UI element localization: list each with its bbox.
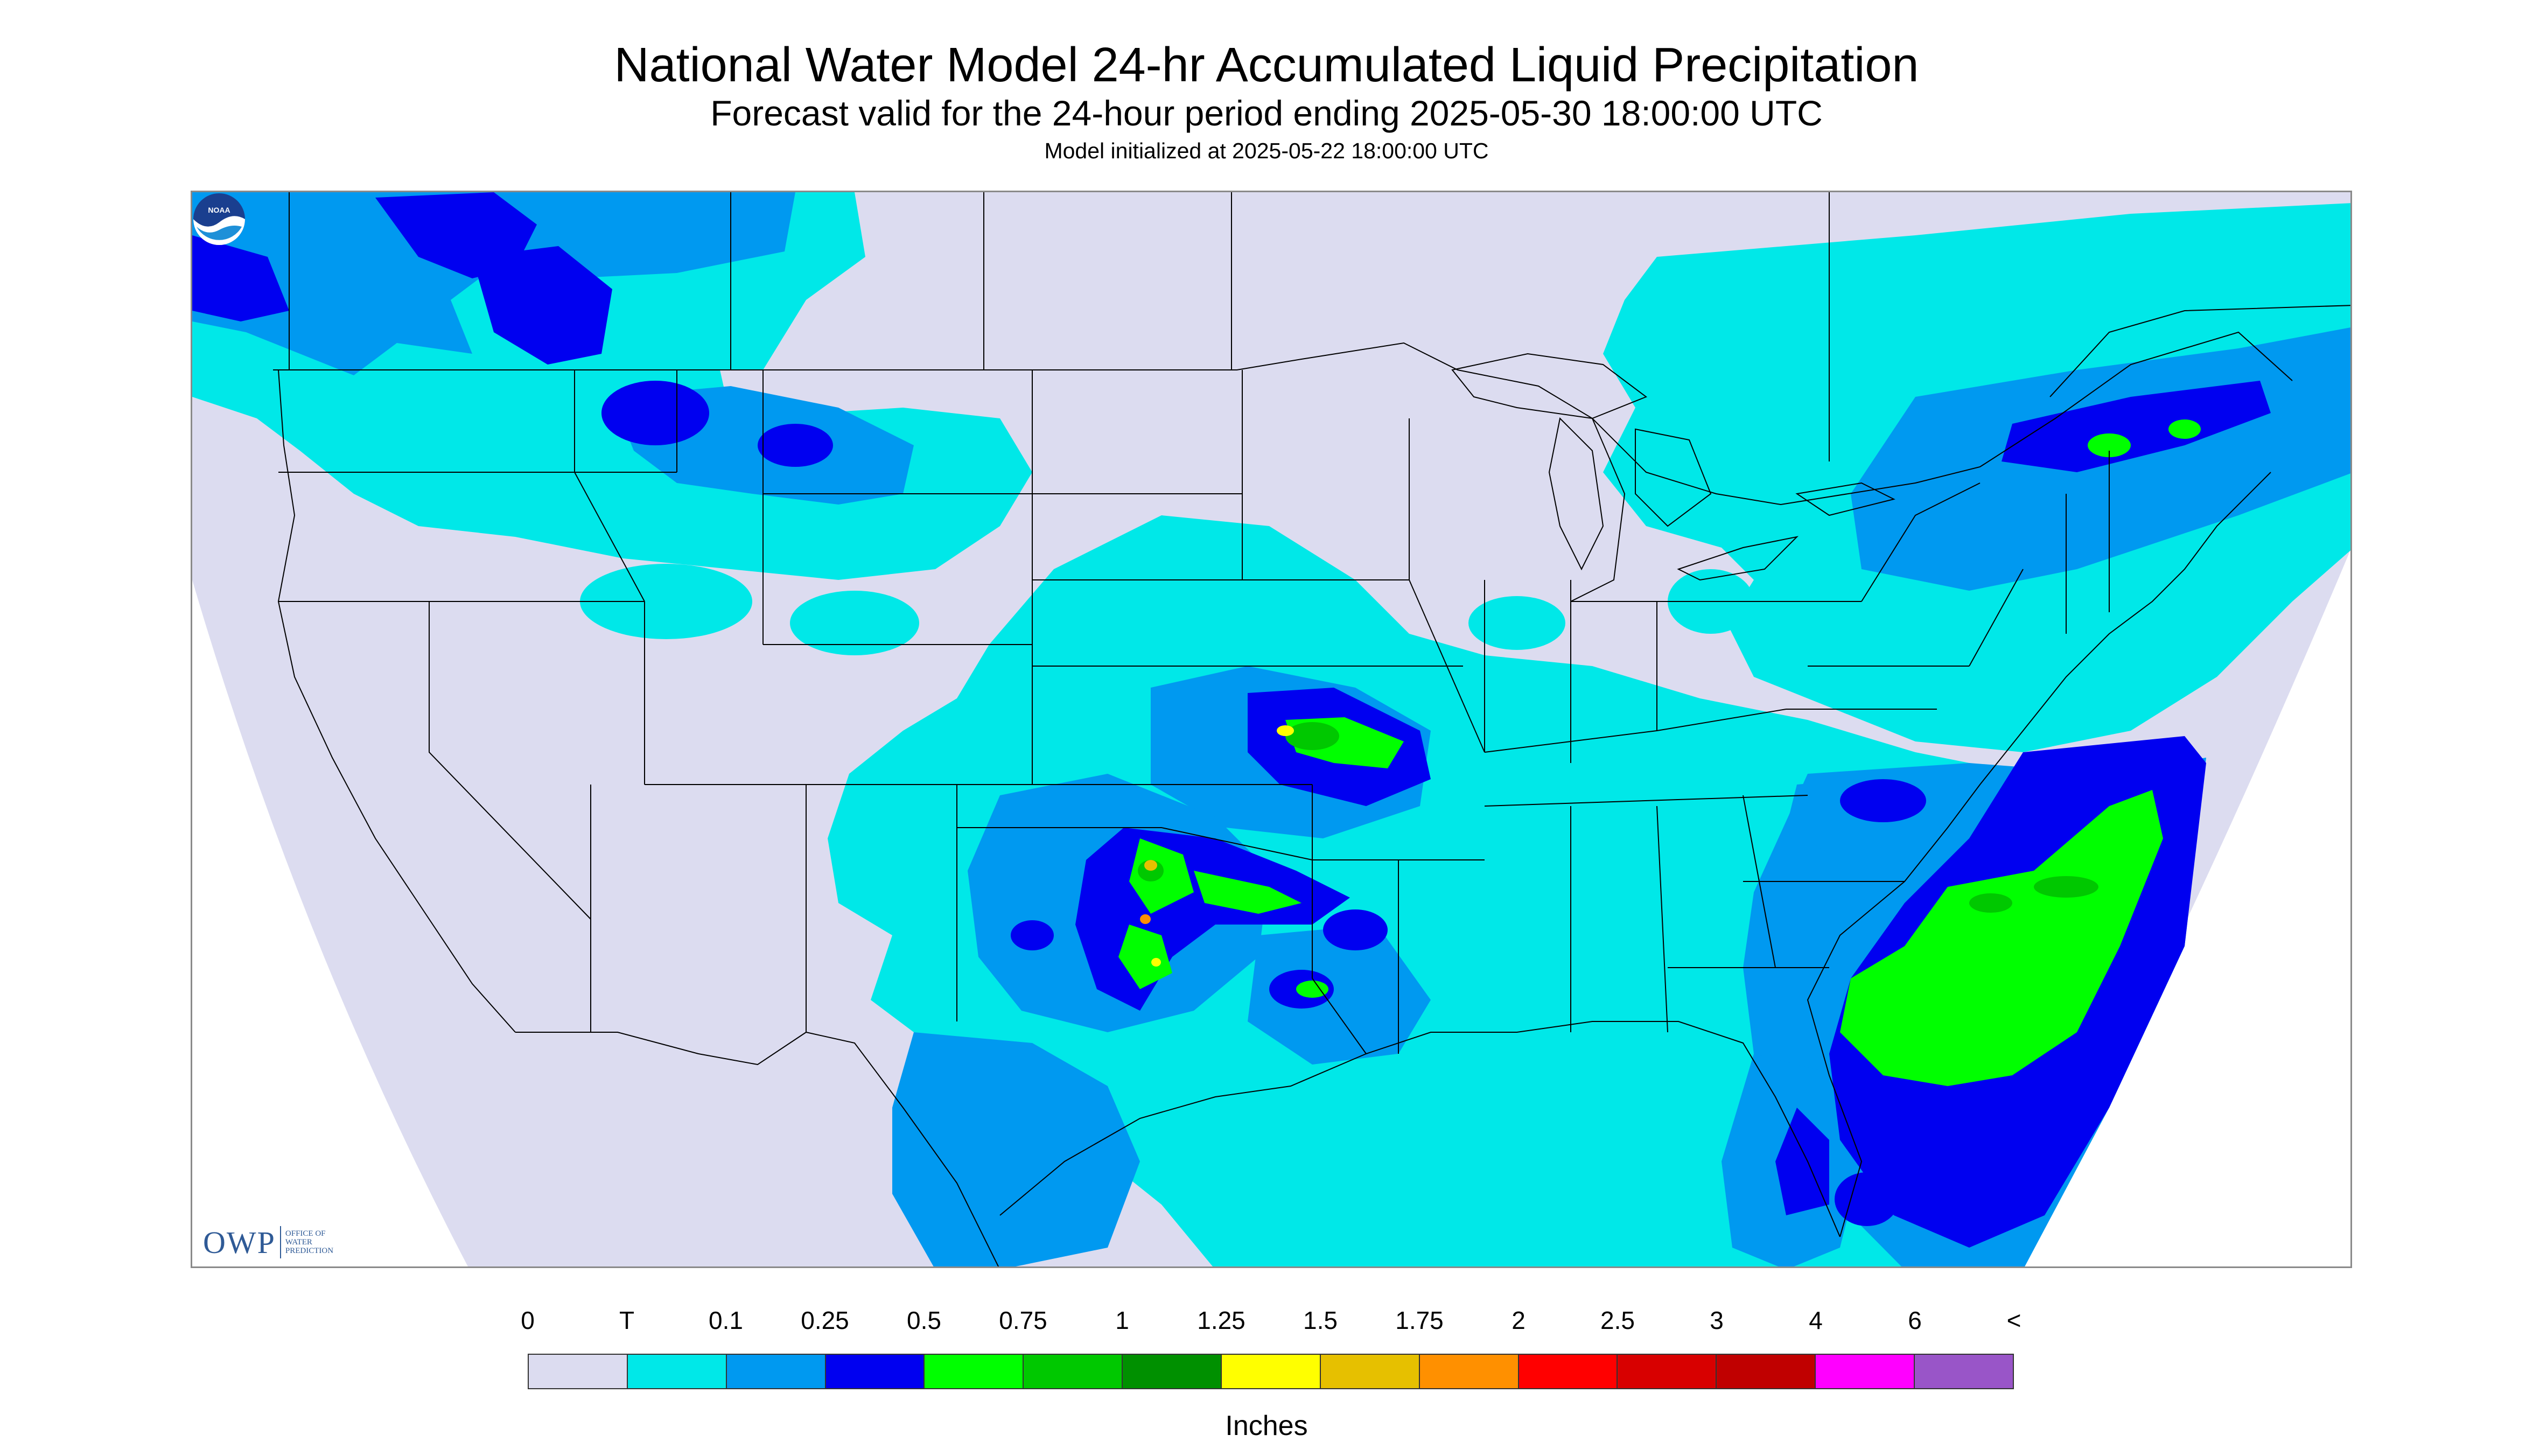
legend-swatch (1419, 1355, 1519, 1388)
legend-tick-label: 4 (1809, 1306, 1823, 1334)
owp-logo-text: Office of Water Prediction (285, 1229, 333, 1255)
legend-swatch (1618, 1355, 1717, 1388)
owp-logo: OWP Office of Water Prediction (203, 1223, 333, 1261)
legend-color-bar (528, 1354, 2014, 1389)
legend-tick-label: 0 (521, 1306, 535, 1334)
legend-swatch (1024, 1355, 1123, 1388)
owp-logo-line: Prediction (285, 1247, 334, 1255)
legend-swatch (1222, 1355, 1321, 1388)
legend-tick-label: T (619, 1306, 635, 1334)
legend-swatch (627, 1355, 727, 1388)
legend-swatch (1717, 1355, 1816, 1388)
legend-tick-label: 1 (1115, 1306, 1129, 1334)
legend-swatch (925, 1355, 1024, 1388)
page-title: National Water Model 24-hr Accumulated L… (614, 38, 1919, 92)
legend-swatch (1519, 1355, 1618, 1388)
legend-tick-label: < (2006, 1306, 2021, 1334)
legend-tick-label: 0.75 (999, 1306, 1047, 1334)
legend-swatch (825, 1355, 925, 1388)
precip-heavy-cells (1140, 725, 1294, 967)
legend-swatch (1320, 1355, 1420, 1388)
owp-logo-mark: OWP (203, 1224, 276, 1260)
legend-tick-label: 0.1 (709, 1306, 743, 1334)
noaa-logo-text: NOAA (208, 206, 230, 214)
precipitation-map[interactable]: OWP Office of Water Prediction NOAA (191, 191, 2352, 1268)
legend-tick-label: 0.25 (801, 1306, 849, 1334)
precip-one-inch-areas (1138, 722, 2098, 913)
legend-units: Inches (1225, 1410, 1308, 1441)
legend-tick-label: 1.25 (1197, 1306, 1245, 1334)
legend-swatch (1915, 1355, 2013, 1388)
legend-tick-label: 0.5 (907, 1306, 941, 1334)
legend-tick-label: 2.5 (1600, 1306, 1635, 1334)
legend-swatch (726, 1355, 826, 1388)
model-init-time: Model initialized at 2025-05-22 18:00:00… (1044, 138, 1489, 163)
page-subtitle: Forecast valid for the 24-hour period en… (710, 93, 1823, 133)
legend-tick-label: 1.5 (1303, 1306, 1338, 1334)
legend-swatch (1816, 1355, 1915, 1388)
legend-swatch (1123, 1355, 1222, 1388)
owp-logo-line: Office of (285, 1229, 326, 1238)
legend-tick-label: 6 (1908, 1306, 1922, 1334)
noaa-logo: NOAA (193, 193, 245, 245)
legend-swatch (529, 1355, 628, 1388)
state-boundaries (273, 192, 2350, 1266)
legend-tick-label: 1.75 (1395, 1306, 1444, 1334)
map-canvas (192, 192, 2350, 1266)
owp-logo-divider (279, 1226, 281, 1258)
legend-tick-label: 2 (1512, 1306, 1526, 1334)
great-lakes (1451, 353, 1895, 581)
owp-logo-line: Water (285, 1238, 312, 1247)
legend-tick-label: 3 (1710, 1306, 1724, 1334)
